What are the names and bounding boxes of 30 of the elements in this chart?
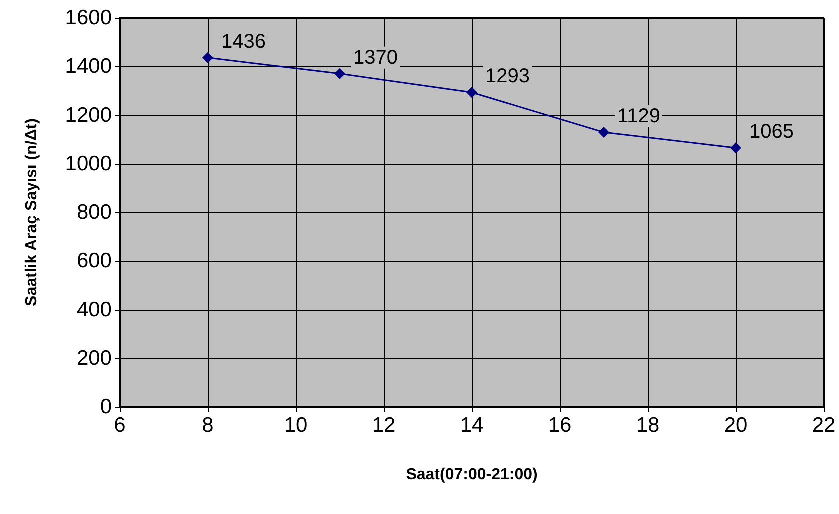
x-tick-label: 18 — [636, 414, 660, 437]
y-tick-label: 800 — [76, 201, 112, 224]
y-tick-label: 600 — [76, 250, 112, 273]
y-tick-label: 1000 — [65, 152, 112, 176]
point — [334, 68, 346, 80]
x-tick-label: 10 — [284, 414, 308, 437]
y-tick-label: 1600 — [65, 6, 112, 30]
x-axis-title: Saat(07:00-21:00) — [406, 466, 538, 484]
point — [598, 127, 610, 138]
y-axis-title: Saatlik Araç Sayısı (n/Δt) — [24, 118, 40, 306]
data-label: 1065 — [750, 121, 794, 144]
x-tick-label: 14 — [460, 414, 484, 437]
y-tick-label: 0 — [100, 396, 112, 418]
y-tick-label: 400 — [76, 298, 112, 322]
y-tick-label: 1200 — [65, 104, 112, 127]
data-label: 1436 — [222, 30, 266, 53]
x-tick-label: 12 — [372, 414, 396, 437]
y-tick-label: 200 — [76, 346, 112, 370]
y-tick-label: 1400 — [65, 55, 112, 78]
x-tick-label: 22 — [812, 414, 836, 437]
data-label: 1370 — [354, 46, 398, 69]
point — [730, 142, 742, 154]
point — [202, 52, 214, 64]
x-tick-label: 20 — [724, 414, 748, 437]
data-label: 1129 — [618, 106, 661, 128]
x-tick-label: 8 — [202, 414, 214, 437]
x-tick-label: 16 — [548, 414, 572, 437]
data-label: 1293 — [486, 66, 530, 88]
point — [466, 87, 478, 98]
x-tick-label: 6 — [114, 414, 126, 437]
